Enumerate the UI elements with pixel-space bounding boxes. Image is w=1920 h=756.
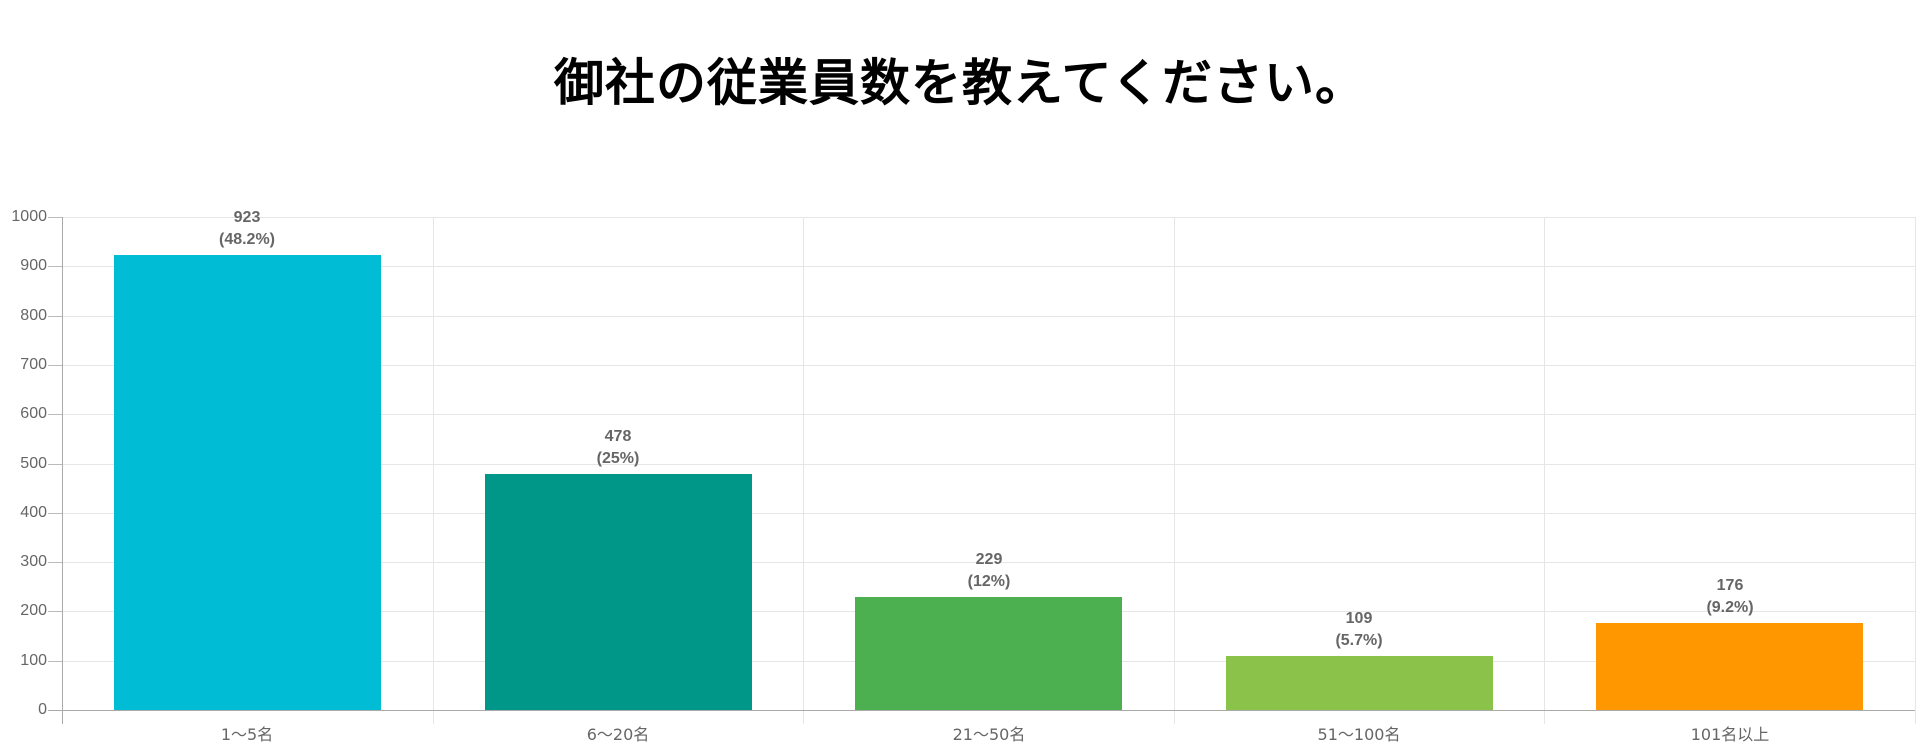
- x-axis-label: 51〜100名: [1317, 725, 1401, 744]
- y-axis-label: 900: [20, 257, 47, 274]
- y-tick: [48, 217, 62, 218]
- data-label-percent: (5.7%): [1335, 632, 1383, 649]
- data-label-value: 923: [233, 209, 261, 226]
- gridline: [62, 464, 1915, 465]
- x-axis-label: 1〜5名: [220, 725, 274, 744]
- y-tick: [48, 611, 62, 612]
- data-label: 923 (48.2%): [167, 207, 327, 251]
- y-axis-line: [62, 217, 63, 724]
- data-label: 478 (25%): [538, 426, 698, 470]
- y-tick: [48, 661, 62, 662]
- category-divider: [1544, 217, 1545, 724]
- data-label-value: 109: [1345, 610, 1373, 627]
- x-axis-label: 6〜20名: [586, 725, 650, 744]
- data-label-value: 176: [1716, 577, 1744, 594]
- gridline: [62, 365, 1915, 366]
- chart-title: 御社の従業員数を教えてください。: [554, 54, 1366, 112]
- x-axis-line: [48, 710, 1915, 711]
- bar-101-plus[interactable]: [1596, 623, 1863, 710]
- data-label-percent: (9.2%): [1706, 599, 1754, 616]
- y-axis-label: 800: [20, 307, 47, 324]
- y-axis-label: 600: [20, 405, 47, 422]
- y-axis-label: 0: [38, 701, 47, 718]
- data-label-value: 229: [975, 551, 1003, 568]
- x-axis-label: 21〜50名: [952, 725, 1026, 744]
- y-axis-label: 1000: [11, 208, 47, 225]
- data-label-percent: (48.2%): [218, 231, 276, 248]
- y-tick: [48, 513, 62, 514]
- y-tick: [48, 464, 62, 465]
- bar-51-100[interactable]: [1226, 656, 1493, 710]
- gridline: [62, 217, 1915, 218]
- gridline: [62, 562, 1915, 563]
- category-divider: [1174, 217, 1175, 724]
- data-label-percent: (12%): [967, 573, 1011, 590]
- y-axis-label: 300: [20, 553, 47, 570]
- y-tick: [48, 266, 62, 267]
- x-axis-label: 101名以上: [1690, 725, 1770, 744]
- y-tick: [48, 414, 62, 415]
- data-label-percent: (25%): [596, 450, 640, 467]
- gridline: [62, 513, 1915, 514]
- y-axis-label: 100: [20, 652, 47, 669]
- y-axis-label: 200: [20, 602, 47, 619]
- data-label: 176 (9.2%): [1650, 575, 1810, 619]
- y-axis-label: 700: [20, 356, 47, 373]
- data-label: 229 (12%): [909, 549, 1069, 593]
- gridline: [62, 316, 1915, 317]
- y-tick: [48, 316, 62, 317]
- gridline: [62, 414, 1915, 415]
- data-label-value: 478: [604, 428, 632, 445]
- bar-6-20[interactable]: [485, 474, 752, 710]
- category-divider: [433, 217, 434, 724]
- y-axis-label: 500: [20, 455, 47, 472]
- data-label: 109 (5.7%): [1279, 608, 1439, 652]
- y-tick: [48, 365, 62, 366]
- bar-1-5[interactable]: [114, 255, 381, 710]
- category-divider: [1915, 217, 1916, 724]
- y-axis-label: 400: [20, 504, 47, 521]
- y-tick: [48, 562, 62, 563]
- gridline: [62, 266, 1915, 267]
- bar-21-50[interactable]: [855, 597, 1122, 710]
- category-divider: [803, 217, 804, 724]
